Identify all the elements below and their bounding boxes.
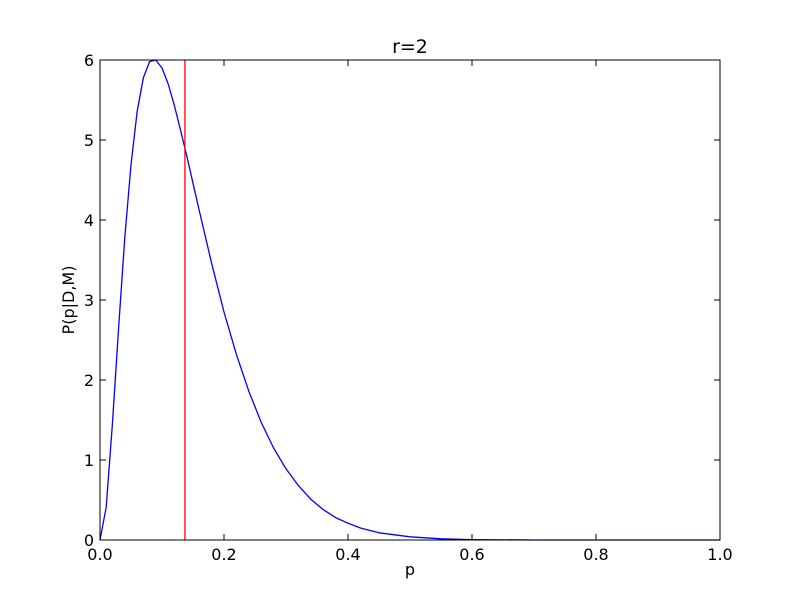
y-tick-label: 2	[84, 371, 94, 390]
plot-background	[100, 60, 720, 540]
y-tick-label: 3	[84, 291, 94, 310]
y-tick-label: 4	[84, 211, 94, 230]
x-tick-label: 0.8	[583, 545, 608, 564]
y-tick-label: 0	[84, 531, 94, 550]
x-tick-label: 1.0	[707, 545, 732, 564]
y-tick-label: 1	[84, 451, 94, 470]
x-tick-label: 0.2	[211, 545, 236, 564]
chart-title: r=2	[392, 36, 428, 58]
plot-frame	[99, 59, 721, 541]
ticks-layer: 0.0 0.2 0.4 0.6 0.8 1.0 0 1 2 3 4 5 6	[84, 51, 733, 564]
y-tick-label: 6	[84, 51, 94, 70]
series-layer	[99, 59, 720, 541]
y-axis-label: P(p|D,M)	[59, 266, 78, 335]
x-axis-label: p	[405, 560, 415, 579]
x-tick-label: 0.4	[335, 545, 360, 564]
x-tick-label: 0.0	[87, 545, 112, 564]
series-line-0	[99, 59, 720, 541]
plot-area	[100, 60, 720, 540]
x-tick-label: 0.6	[459, 545, 484, 564]
y-tick-label: 5	[84, 131, 94, 150]
